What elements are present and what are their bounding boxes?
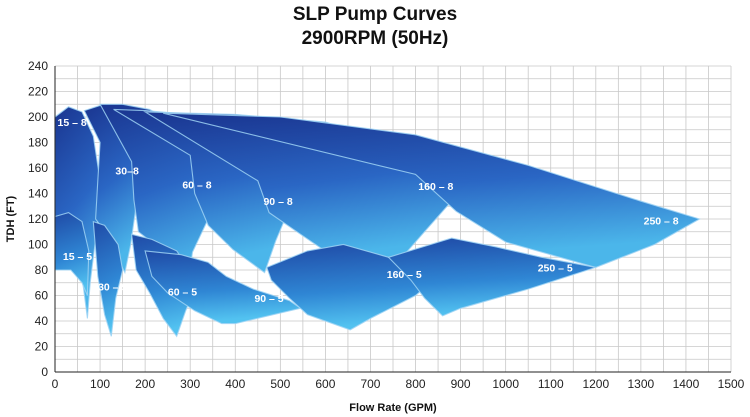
region-label: 15 – 5 [63, 251, 92, 263]
x-tick-label: 1300 [628, 377, 655, 391]
region-250-5 [387, 237, 596, 317]
region-15-5 [54, 212, 90, 296]
region-label: 250 – 5 [538, 262, 573, 274]
x-axis-label: Flow Rate (GPM) [349, 402, 437, 414]
x-tick-label: 200 [135, 377, 155, 391]
region-label: 30–8 [115, 166, 139, 178]
y-tick-label: 160 [28, 161, 48, 175]
region-label: 60 – 5 [168, 287, 197, 299]
y-tick-label: 20 [35, 340, 49, 354]
region-label: 250 – 8 [644, 215, 679, 227]
x-tick-label: 600 [315, 377, 335, 391]
region-labels: 15 – 8 30–8 60 – 8 90 – 8 160 – 8 250 – 8 15 –… [58, 117, 679, 305]
y-tick-label: 200 [28, 110, 48, 124]
y-tick-label: 60 [35, 289, 49, 303]
region-label: 160 – 5 [387, 269, 422, 281]
region-250-8 [163, 112, 701, 268]
region-label: 60 – 8 [182, 180, 211, 192]
x-tick-label: 800 [406, 377, 426, 391]
axes: 0 100 200 300 400 500 600 700 800 900 1000 1100 1200… [28, 59, 745, 391]
y-tick-label: 40 [35, 314, 49, 328]
x-tick-label: 0 [52, 377, 59, 391]
y-tick-label: 220 [28, 85, 48, 99]
x-tick-label: 1100 [538, 377, 564, 391]
pump-regions [54, 103, 701, 338]
region-label: 30 – 5 [98, 282, 127, 294]
y-tick-label: 240 [28, 59, 48, 73]
x-tick-label: 400 [225, 377, 245, 391]
y-tick-label: 180 [28, 136, 48, 150]
x-tick-label: 1500 [718, 377, 745, 391]
x-tick-label: 100 [90, 377, 110, 391]
y-tick-label: 140 [28, 187, 48, 201]
y-tick-label: 100 [28, 238, 48, 252]
y-axis-label: TDH (FT) [5, 195, 17, 242]
x-tick-label: 500 [270, 377, 290, 391]
x-tick-label: 1200 [582, 377, 609, 391]
chart-title: SLP Pump Curves [292, 4, 458, 25]
region-30-5 [92, 220, 124, 337]
x-tick-label: 300 [180, 377, 200, 391]
region-label: 15 – 8 [58, 117, 87, 129]
y-tick-label: 120 [28, 212, 48, 226]
y-tick-label: 80 [35, 263, 49, 277]
x-tick-label: 900 [451, 377, 471, 391]
x-tick-label: 1400 [673, 377, 700, 391]
x-tick-label: 700 [360, 377, 380, 391]
region-label: 90 – 8 [263, 196, 292, 208]
region-label: 160 – 8 [418, 181, 453, 193]
x-tick-label: 1000 [492, 377, 519, 391]
region-label: 90 – 5 [254, 293, 283, 305]
y-tick-label: 0 [41, 365, 48, 379]
chart-subtitle: 2900RPM (50Hz) [301, 28, 449, 49]
